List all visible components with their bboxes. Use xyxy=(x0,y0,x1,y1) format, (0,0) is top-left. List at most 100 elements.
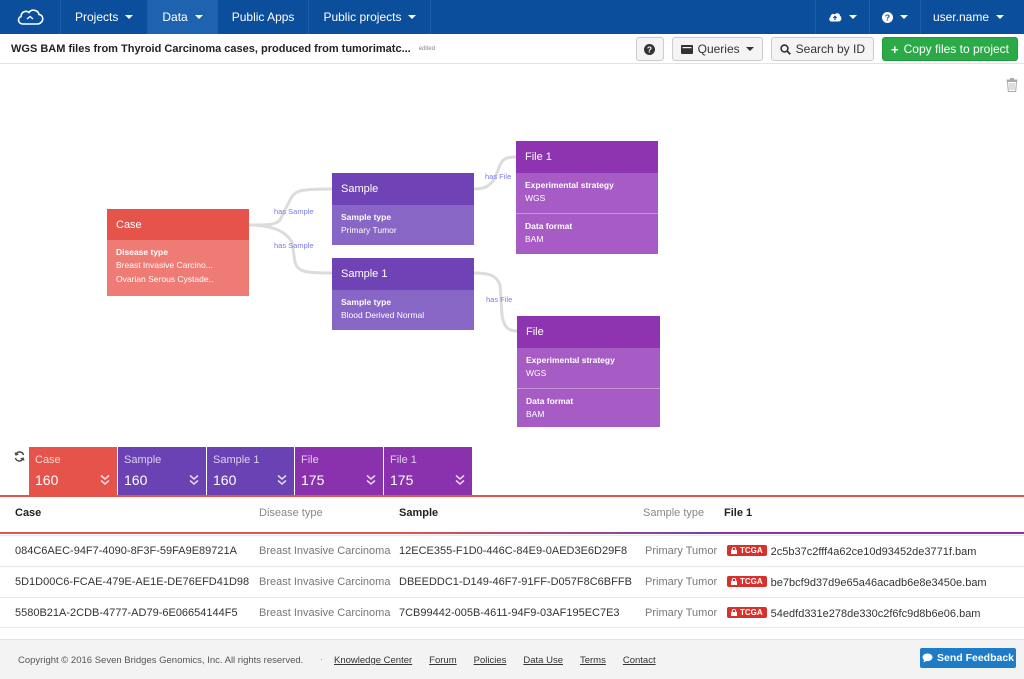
node-file-1[interactable]: File 1 Experimental strategy WGS Data fo… xyxy=(516,141,658,254)
edge-label: has Sample xyxy=(274,241,314,250)
nav-data[interactable]: Data xyxy=(147,0,217,34)
cell-disease-type: Breast Invasive Carcinoma xyxy=(259,576,391,588)
footer-link-contact[interactable]: Contact xyxy=(622,655,656,666)
nav-data-label: Data xyxy=(162,10,188,24)
column-header-file-1[interactable]: File 1 xyxy=(724,507,753,519)
summary-card-count: 160 xyxy=(213,472,237,488)
user-name: user.name xyxy=(932,10,989,24)
chevron-down-icon xyxy=(408,15,417,19)
upload-menu[interactable] xyxy=(814,0,869,34)
edge-sample1-file xyxy=(473,271,518,333)
footer-link-data-use[interactable]: Data Use xyxy=(523,655,563,666)
top-navbar: Projects Data Public Apps Public project… xyxy=(0,0,1024,34)
chat-bubble-icon xyxy=(922,653,933,663)
cell-disease-type: Breast Invasive Carcinoma xyxy=(259,545,391,557)
column-header-sample[interactable]: Sample xyxy=(399,507,439,519)
node-case[interactable]: Case Disease type Breast Invasive Carcin… xyxy=(107,209,249,296)
column-header-sample-type[interactable]: Sample type xyxy=(643,507,705,519)
node-file-title: File xyxy=(517,316,660,348)
chevron-down-icon xyxy=(194,15,203,19)
node-file-1-title: File 1 xyxy=(516,141,658,173)
chevron-down-icon xyxy=(125,15,134,19)
node-case-title: Case xyxy=(107,209,249,240)
table-row[interactable]: 084C6AEC-94F7-4090-8F3F-59FA9E89721A Bre… xyxy=(0,535,1024,566)
cloud-upload-icon xyxy=(829,13,842,22)
summary-card-sample-1[interactable]: Sample 1 160 xyxy=(207,447,294,495)
node-field-value: WGS xyxy=(525,193,546,203)
column-header-disease-type[interactable]: Disease type xyxy=(259,507,323,519)
summary-card-count: 175 xyxy=(390,472,414,488)
column-color-bar xyxy=(718,532,1024,534)
summary-card-sample[interactable]: Sample 160 xyxy=(118,447,206,495)
help-menu[interactable]: ? xyxy=(868,0,920,34)
user-menu[interactable]: user.name xyxy=(919,0,1024,34)
cell-sample-id: DBEEDDC1-D149-46F7-91FF-D057F8C6BFFB xyxy=(399,576,632,588)
column-color-bar xyxy=(393,532,718,534)
node-sample-1[interactable]: Sample 1 Sample type Blood Derived Norma… xyxy=(332,258,474,330)
edge-label: has Sample xyxy=(274,207,314,216)
search-by-id-button[interactable]: Search by ID xyxy=(770,37,875,61)
cell-file[interactable]: TCGA be7bcf9d37d9e65a46acadb6e8e3450e.bam xyxy=(727,576,987,589)
help-button[interactable]: ? xyxy=(635,37,664,61)
file-name: 2c5b37c2fff4a62ce10d93452de3771f.bam xyxy=(770,546,977,558)
nav-projects[interactable]: Projects xyxy=(60,0,147,34)
nav-public-apps[interactable]: Public Apps xyxy=(216,0,309,34)
queries-button[interactable]: Queries xyxy=(671,37,763,61)
query-title: WGS BAM files from Thyroid Carcinoma cas… xyxy=(11,42,411,55)
node-sample-title: Sample xyxy=(332,173,474,205)
refresh-icon[interactable] xyxy=(14,451,25,462)
cell-case-id: 084C6AEC-94F7-4090-8F3F-59FA9E89721A xyxy=(15,545,237,557)
chevron-double-down-icon xyxy=(277,474,287,485)
summary-card-label: Sample xyxy=(124,454,162,466)
cell-sample-type: Primary Tumor xyxy=(645,545,718,557)
chevron-double-down-icon xyxy=(455,474,465,485)
nav-public-projects[interactable]: Public projects xyxy=(308,0,432,34)
tcga-badge-label: TCGA xyxy=(740,577,763,586)
nav-public-projects-label: Public projects xyxy=(323,10,402,24)
chevron-double-down-icon xyxy=(189,474,199,485)
node-sample[interactable]: Sample Sample type Primary Tumor xyxy=(332,173,474,245)
footer-link-terms[interactable]: Terms xyxy=(579,655,606,666)
node-field-label: Sample type xyxy=(341,212,392,222)
trash-icon[interactable] xyxy=(1006,78,1018,92)
node-field-value: Breast Invasive Carcino... xyxy=(116,260,213,270)
summary-divider xyxy=(0,495,1024,497)
send-feedback-label: Send Feedback xyxy=(936,652,1015,664)
chevron-down-icon xyxy=(745,47,754,51)
cell-case-id: 5580B21A-2CDB-4777-AD79-6E06654144F5 xyxy=(15,607,238,619)
edge-label: has File xyxy=(485,172,511,181)
help-button-label: ? xyxy=(647,44,652,54)
tcga-badge: TCGA xyxy=(727,607,767,618)
cell-file[interactable]: TCGA 54edfd331e278de330c2f6fc9d8b6e06.bam xyxy=(727,607,980,620)
send-feedback-button[interactable]: Send Feedback xyxy=(920,648,1016,668)
column-header-case[interactable]: Case xyxy=(15,507,42,519)
table-row[interactable]: 5D1D00C6-FCAE-479E-AE1E-DE76EFD41D98 Bre… xyxy=(0,566,1024,597)
table-row[interactable]: 5580B21A-2CDB-4777-AD79-6E06654144F5 Bre… xyxy=(0,597,1024,628)
node-field-value: BAM xyxy=(526,409,545,419)
node-field-label: Data format xyxy=(526,396,574,406)
summary-card-file-1[interactable]: File 1 175 xyxy=(384,447,472,495)
node-field-label: Disease type xyxy=(116,247,168,257)
node-file[interactable]: File Experimental strategy WGS Data form… xyxy=(517,316,660,427)
copy-files-button[interactable]: + Copy files to project xyxy=(882,37,1018,61)
footer-link-policies[interactable]: Policies xyxy=(473,655,507,666)
summary-card-label: Sample 1 xyxy=(213,454,260,466)
node-field-label: Data format xyxy=(525,221,573,231)
footer-link-forum[interactable]: Forum xyxy=(429,655,457,666)
node-field-label: Experimental strategy xyxy=(526,355,615,365)
chevron-down-icon xyxy=(848,15,857,19)
cell-file[interactable]: TCGA 2c5b37c2fff4a62ce10d93452de3771f.bam xyxy=(727,545,976,558)
cell-sample-id: 12ECE355-F1D0-446C-84E9-0AED3E6D29F8 xyxy=(399,545,628,557)
queries-label: Queries xyxy=(697,42,740,56)
node-field-value: WGS xyxy=(526,368,547,378)
search-icon xyxy=(779,43,791,55)
summary-card-file[interactable]: File 175 xyxy=(295,447,383,495)
tcga-badge-label: TCGA xyxy=(740,608,763,617)
footer-link-knowledge-center[interactable]: Knowledge Center xyxy=(334,655,413,666)
summary-card-case[interactable]: Case 160 xyxy=(29,447,117,495)
summary-card-count: 160 xyxy=(35,472,59,488)
footer-separator: · xyxy=(320,654,323,664)
logo[interactable] xyxy=(0,0,60,34)
edge-case-sample1 xyxy=(248,223,333,275)
svg-text:?: ? xyxy=(885,12,890,22)
